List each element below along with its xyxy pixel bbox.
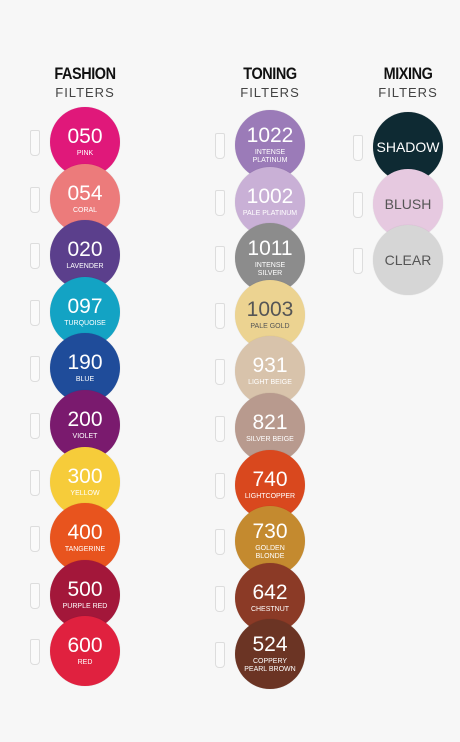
column-subtitle: FILTERS [378,85,438,100]
swatch-code: 1002 [246,184,294,208]
swatch-code: 300 [67,464,103,488]
swatch-code: 500 [67,577,103,601]
swatch-code: 524 [252,633,288,657]
swatch-code: 931 [252,354,288,378]
column-header: MIXING FILTERS [348,64,460,100]
filter-icon [353,248,363,275]
column-title: FASHION [54,64,116,83]
swatch-name: LIGHT BEIGE [248,379,292,387]
filter-icon [30,243,40,270]
filter-icon [215,642,225,669]
filter-icon [30,356,40,383]
column-title: MIXING [383,64,433,83]
swatch-name: INTENSE SILVER [254,262,286,278]
color-swatch: 740 LIGHTCOPPER [235,449,305,520]
color-swatch: 642 CHESTNUT [235,562,305,633]
color-swatch: 1011 INTENSE SILVER [235,223,305,294]
color-swatch: 300 YELLOW [50,446,120,517]
swatch-name: PALE GOLD [250,322,290,330]
filter-icon [30,413,40,439]
filter-icon [30,639,40,666]
filter-icon [30,469,40,496]
swatch-name: BLUE [75,376,95,384]
swatch-code: 730 [252,520,288,544]
swatch-code: 200 [67,408,103,431]
column-subtitle: FILTERS [240,85,300,100]
column-subtitle: FILTERS [55,85,115,100]
swatch-name: TURQUOISE [64,319,106,327]
color-swatch: 600 RED [50,616,120,687]
filter-icon [30,582,40,609]
swatch-code: CLEAR [384,252,432,269]
filter-icon [215,472,225,499]
swatch-code: 642 [252,580,288,604]
filter-icon [353,135,363,161]
swatch-name: PALE PLATINUM [242,209,298,217]
color-swatch: 931 LIGHT BEIGE [235,336,305,407]
swatch-code: 1011 [247,237,293,261]
swatch-name: VIOLET [72,433,98,440]
swatch-name: PINK [76,150,94,157]
swatch-name: PURPLE RED [62,602,108,610]
column-header: FASHION FILTERS [25,64,145,100]
filter-icon [215,133,225,159]
swatch-code: 400 [67,521,103,545]
filter-icon [30,130,40,156]
swatch-code: 600 [67,634,103,658]
color-swatch: 524 COPPERY PEARL BROWN [235,619,305,690]
filter-icon [215,359,225,386]
swatch-name: CHESTNUT [250,605,290,613]
filter-icon [215,585,225,612]
swatch-code: 050 [67,125,103,148]
swatch-code: 097 [67,294,103,318]
swatch-name: TANGERINE [64,546,106,554]
color-swatch: 1003 PALE GOLD [235,279,305,350]
swatch-code: 054 [67,181,103,205]
swatch-name: GOLDEN BLONDE [255,545,285,561]
filter-icon [215,246,225,273]
swatch-name: LAVENDER [66,263,104,271]
filter-icon [353,191,363,218]
filter-icon [215,416,225,442]
swatch-name: YELLOW [70,489,100,497]
swatch-code: 1003 [246,297,294,321]
filter-icon [215,529,225,556]
swatch-code: 740 [252,467,288,491]
swatch-code: BLUSH [384,195,432,212]
swatch-name: RED [77,659,93,667]
swatch-name: LIGHTCOPPER [244,492,296,500]
filter-icon [215,189,225,216]
swatch-name: INTENSE PLATINUM [252,149,288,164]
swatch-code: 190 [67,351,103,375]
swatch-name: CORAL [72,206,98,214]
swatch-code: SHADOW [376,139,440,155]
swatch-code: 821 [252,411,288,434]
swatch-name: SILVER BEIGE [246,436,294,443]
color-swatch: CLEAR [373,225,443,296]
filter-icon [30,186,40,213]
swatch-code: 1022 [246,124,294,147]
filter-icon [30,526,40,553]
column-title: TONING [243,64,297,83]
filter-icon [30,299,40,326]
filter-icon [215,302,225,329]
swatch-code: 020 [67,238,103,262]
swatch-name: COPPERY PEARL BROWN [244,658,296,674]
column-header: TONING FILTERS [210,64,330,100]
